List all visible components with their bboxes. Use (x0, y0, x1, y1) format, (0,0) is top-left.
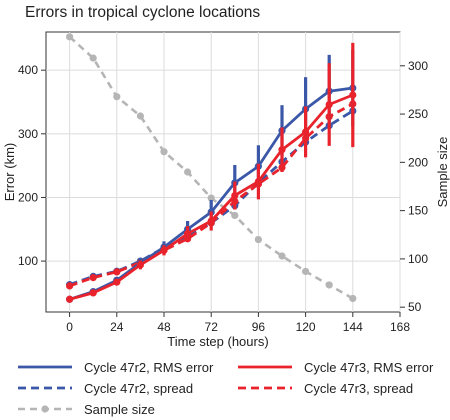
data-point (136, 112, 144, 120)
legend-item: Sample size (18, 402, 155, 417)
y-tick-label: 100 (18, 254, 38, 268)
axis-ticks: 0 24 48 72 96 120 144 168 100 200 300 400 50 100 150 20… (18, 59, 428, 334)
y-tick-label: 200 (18, 190, 38, 204)
x-axis-label: Time step (hours) (167, 334, 268, 349)
data-point (302, 128, 310, 136)
data-point (113, 278, 121, 286)
data-point (160, 246, 168, 254)
legend-item: Cycle 47r2, spread (18, 381, 193, 396)
x-tick-label: 96 (252, 320, 266, 334)
data-point (184, 230, 192, 238)
x-tick-label: 48 (157, 320, 171, 334)
data-point (136, 261, 144, 269)
y2-tick-label: 250 (408, 107, 428, 121)
series-group (66, 33, 357, 303)
y2-tick-label: 300 (408, 59, 428, 73)
data-point (207, 194, 215, 202)
data-point (325, 281, 333, 289)
y-tick-label: 300 (18, 127, 38, 141)
series-4 (66, 33, 357, 303)
x-tick-label: 120 (296, 320, 316, 334)
y-tick-label: 400 (18, 63, 38, 77)
x-tick-label: 168 (390, 320, 410, 334)
data-point (278, 146, 286, 154)
y2-tick-label: 50 (408, 300, 422, 314)
y2-axis-label: Sample size (435, 137, 450, 208)
y2-tick-label: 100 (408, 252, 428, 266)
data-point (89, 54, 97, 62)
plot-frame (45, 31, 401, 313)
data-point (89, 289, 97, 297)
y2-tick-label: 150 (408, 204, 428, 218)
legend-item: Cycle 47r3, RMS error (238, 360, 434, 375)
legend-label: Sample size (84, 402, 155, 417)
data-point (184, 168, 192, 176)
legend-label: Cycle 47r3, spread (304, 381, 413, 396)
x-tick-label: 72 (205, 320, 219, 334)
y-axis-label: Error (km) (2, 143, 17, 202)
data-point (89, 274, 97, 282)
data-point (278, 252, 286, 260)
legend-marker (41, 405, 49, 413)
legend-label: Cycle 47r2, spread (84, 381, 193, 396)
y2-tick-label: 200 (408, 155, 428, 169)
data-point (113, 268, 121, 276)
data-point (66, 295, 74, 303)
data-point (349, 294, 357, 303)
data-point (66, 33, 74, 41)
x-tick-label: 0 (66, 320, 73, 334)
data-point (113, 93, 121, 101)
legend-label: Cycle 47r3, RMS error (304, 360, 434, 375)
legend-item: Cycle 47r2, RMS error (18, 360, 214, 375)
x-tick-label: 24 (110, 320, 124, 334)
series-1 (66, 42, 357, 303)
legend-item: Cycle 47r3, spread (238, 381, 413, 396)
data-point (254, 177, 262, 186)
data-point (66, 282, 74, 290)
x-tick-label: 144 (343, 320, 363, 334)
data-point (207, 217, 215, 225)
data-point (325, 100, 333, 109)
grid (46, 32, 401, 312)
data-point (302, 267, 310, 276)
data-point (160, 148, 168, 156)
legend-label: Cycle 47r2, RMS error (84, 360, 214, 375)
legend: Cycle 47r2, RMS error Cycle 47r3, RMS err… (18, 360, 434, 417)
data-point (254, 235, 262, 244)
chart-title: Errors in tropical cyclone locations (25, 4, 260, 21)
data-point (231, 191, 239, 200)
data-point (231, 211, 239, 220)
data-point (349, 91, 357, 99)
